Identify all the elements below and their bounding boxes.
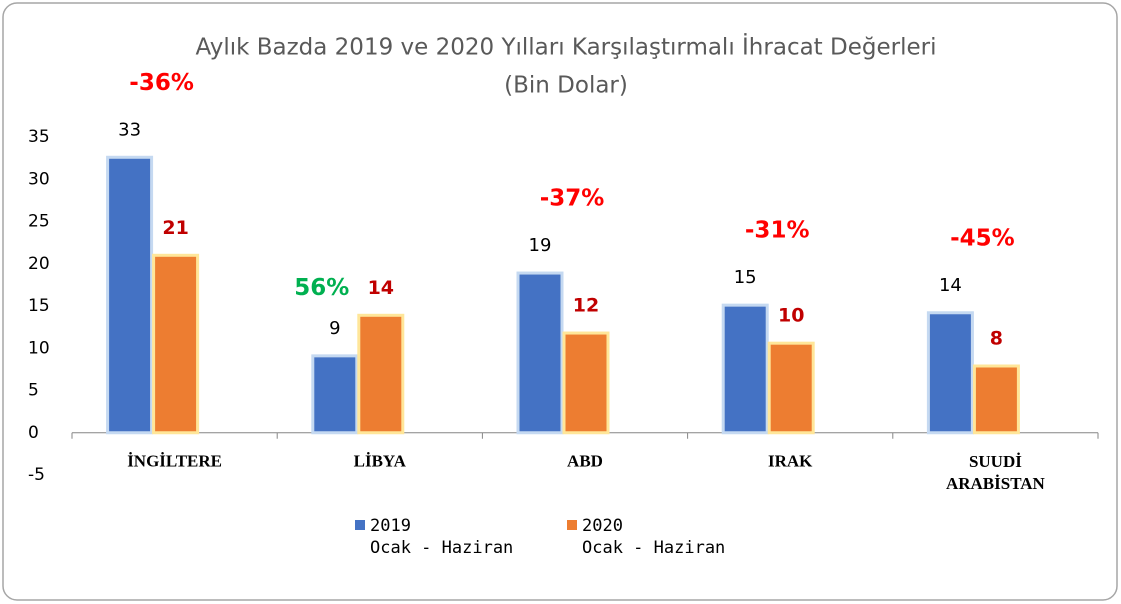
legend-swatch bbox=[567, 520, 577, 530]
x-tick-label: SUUDİ ARABİSTAN bbox=[946, 452, 1046, 493]
x-tick-label: İNGİLTERE bbox=[127, 452, 222, 471]
y-tick-label: 5 bbox=[28, 381, 39, 401]
x-tick-label: IRAK bbox=[768, 452, 813, 471]
data-label: 19 bbox=[529, 235, 552, 256]
y-tick-label: 30 bbox=[28, 169, 50, 189]
change-label: -31% bbox=[745, 218, 810, 244]
y-tick-label: 35 bbox=[28, 127, 50, 147]
data-label: 8 bbox=[990, 327, 1003, 349]
change-label: 56% bbox=[294, 275, 349, 301]
data-label: 9 bbox=[329, 318, 340, 339]
change-label: -36% bbox=[129, 70, 194, 96]
bar bbox=[562, 331, 610, 435]
y-tick-label: 25 bbox=[28, 212, 50, 232]
y-tick-label: 15 bbox=[28, 296, 50, 316]
x-tick-label: LİBYA bbox=[354, 452, 407, 471]
data-label: 21 bbox=[162, 217, 188, 239]
change-label: -37% bbox=[540, 186, 605, 212]
data-label: 15 bbox=[734, 267, 757, 288]
bar bbox=[926, 311, 974, 435]
change-label: -45% bbox=[950, 225, 1015, 251]
y-tick-label: -5 bbox=[28, 465, 45, 485]
bar bbox=[767, 341, 815, 435]
y-tick-label: 20 bbox=[28, 254, 50, 274]
legend-label: 2019 Ocak - Haziran bbox=[370, 516, 513, 558]
data-label: 14 bbox=[368, 277, 394, 299]
bar bbox=[152, 253, 200, 435]
bar bbox=[311, 354, 359, 435]
x-tick-label: ABD bbox=[567, 452, 603, 471]
y-tick-label: 10 bbox=[28, 338, 50, 358]
bar bbox=[357, 313, 405, 435]
data-label: 12 bbox=[573, 295, 599, 317]
data-label: 10 bbox=[778, 305, 804, 327]
bar bbox=[106, 155, 154, 435]
data-label: 33 bbox=[118, 119, 141, 140]
legend-swatch bbox=[355, 520, 365, 530]
chart-title: Aylık Bazda 2019 ve 2020 Yılları Karşıla… bbox=[196, 33, 937, 61]
legend-label: 2020 Ocak - Haziran bbox=[582, 516, 725, 558]
chart-subtitle: (Bin Dolar) bbox=[504, 73, 628, 99]
bar bbox=[721, 303, 769, 435]
bar bbox=[972, 364, 1020, 435]
data-label: 14 bbox=[939, 275, 962, 296]
bar bbox=[516, 271, 564, 435]
y-tick-label: 0 bbox=[28, 423, 39, 443]
